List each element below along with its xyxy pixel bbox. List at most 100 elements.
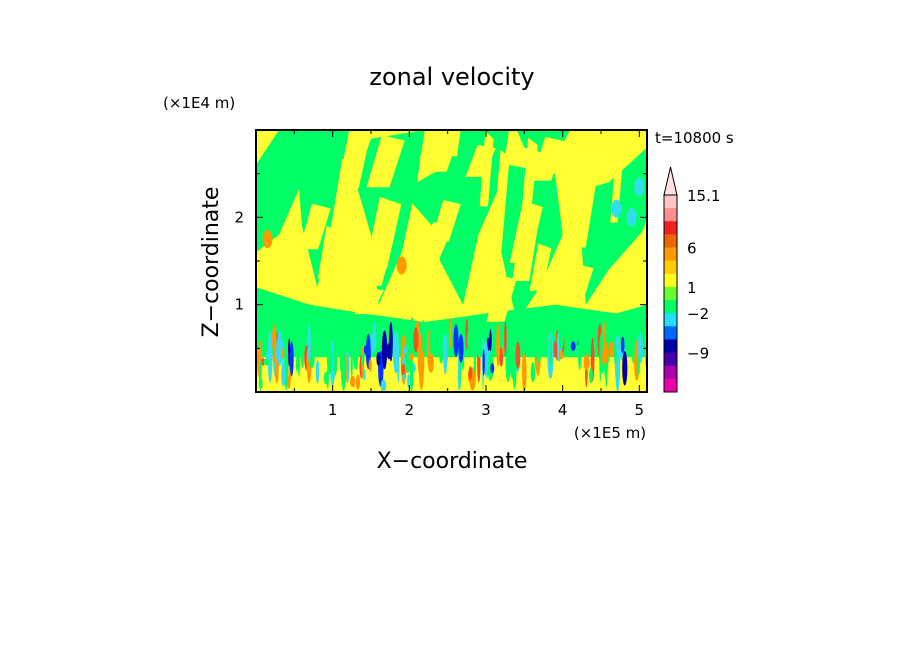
turbulence-cell bbox=[277, 330, 282, 367]
x-axis: 1 2 3 4 5 bbox=[293, 130, 645, 419]
turbulence-cell bbox=[381, 330, 388, 370]
turbulence-cell bbox=[605, 357, 608, 388]
yellow-streak bbox=[509, 200, 543, 263]
x-unit-label: (×1E5 m) bbox=[574, 424, 646, 442]
turbulence-cell bbox=[326, 367, 329, 389]
turbulence-cell bbox=[349, 375, 356, 388]
turbulence-cell bbox=[544, 325, 549, 358]
field-patch bbox=[262, 230, 273, 249]
turbulence-cell bbox=[315, 360, 320, 384]
yellow-streak bbox=[419, 130, 443, 159]
turbulence-cell bbox=[353, 337, 357, 367]
colorbar-label: −9 bbox=[687, 345, 709, 363]
turbulence-cell bbox=[419, 336, 423, 352]
turbulence-cell bbox=[530, 362, 536, 383]
turbulence-cell bbox=[515, 341, 521, 369]
turbulence-cell bbox=[333, 335, 338, 376]
yellow-streak bbox=[570, 176, 596, 248]
turbulence-cell bbox=[403, 346, 408, 355]
colorbar-segment bbox=[664, 352, 677, 367]
colorbar-segment bbox=[664, 260, 677, 275]
turbulence-cell bbox=[413, 327, 419, 353]
colorbar-frame bbox=[663, 194, 678, 393]
turbulence-cell bbox=[602, 321, 606, 349]
turbulence-cell bbox=[297, 330, 301, 376]
turbulence-cell bbox=[583, 354, 590, 371]
turbulence-cell bbox=[355, 374, 361, 390]
green-band bbox=[440, 130, 509, 305]
turbulence-cell bbox=[271, 324, 277, 363]
turbulence-cell bbox=[637, 332, 643, 364]
turbulence-cell bbox=[457, 356, 460, 391]
field-patch bbox=[611, 199, 622, 218]
turbulence-cell bbox=[499, 347, 504, 367]
turbulence-cell bbox=[489, 329, 492, 352]
turbulence-cell bbox=[407, 374, 410, 388]
turbulence-cell bbox=[426, 330, 431, 367]
turbulence-cell bbox=[570, 341, 576, 352]
field-patch bbox=[634, 177, 645, 196]
field-patch bbox=[626, 208, 637, 227]
yellow-streak bbox=[529, 243, 552, 291]
turbulence-cell bbox=[449, 318, 452, 349]
turbulence-cell bbox=[289, 341, 294, 377]
turbulence-cell bbox=[558, 316, 565, 350]
turbulence-cell bbox=[386, 343, 392, 360]
yellow-streak bbox=[446, 130, 461, 157]
turbulence-cell bbox=[549, 338, 552, 367]
turbulence-cell bbox=[522, 353, 527, 392]
colorbar-segment bbox=[664, 234, 677, 248]
colorbar-segment bbox=[664, 313, 677, 327]
colorbar-segment bbox=[664, 208, 677, 222]
yellow-streak bbox=[317, 225, 340, 279]
turbulence-cell bbox=[417, 349, 421, 373]
turbulence-cell bbox=[588, 367, 593, 384]
turbulence-cell bbox=[345, 324, 351, 354]
turbulence-cell bbox=[631, 332, 635, 365]
turbulence-cell bbox=[372, 322, 377, 352]
turbulence-cell bbox=[504, 320, 507, 357]
yellow-streak bbox=[365, 197, 402, 269]
yellow-streak bbox=[354, 287, 384, 315]
velocity-field bbox=[256, 130, 647, 392]
turbulence-cell bbox=[409, 353, 414, 361]
colorbar: 15.1 6 1 −2 −9 bbox=[663, 166, 720, 393]
turbulence-cell bbox=[599, 335, 602, 382]
x-axis-label: X−coordinate bbox=[377, 449, 528, 474]
turbulence-cell bbox=[490, 363, 495, 374]
chart-title: zonal velocity bbox=[369, 63, 534, 91]
yellow-streak bbox=[532, 136, 564, 181]
y-tick-label: 2 bbox=[234, 208, 244, 226]
turbulence-cell bbox=[363, 344, 370, 356]
yellow-streak bbox=[479, 131, 494, 207]
turbulence-cell bbox=[505, 344, 511, 383]
turbulence-cell bbox=[535, 332, 542, 363]
turbulence-cell bbox=[566, 337, 570, 353]
turbulence-cell bbox=[409, 357, 414, 392]
colorbar-segment bbox=[664, 326, 677, 340]
turbulence-cell bbox=[376, 352, 381, 366]
turbulence-cell bbox=[323, 334, 329, 355]
turbulence-cell bbox=[410, 316, 414, 352]
colorbar-segment bbox=[664, 195, 677, 209]
turbulence-cell bbox=[307, 323, 311, 363]
turbulence-cell bbox=[458, 334, 464, 363]
turbulence-cell bbox=[476, 333, 483, 358]
y-tick-label: 1 bbox=[234, 296, 244, 314]
colorbar-label: 1 bbox=[687, 279, 697, 297]
turbulence-cell bbox=[439, 337, 444, 364]
turbulence-cell bbox=[453, 324, 459, 358]
turbulence-cell bbox=[282, 347, 285, 360]
turbulence-cell bbox=[553, 340, 558, 358]
colorbar-segment bbox=[664, 247, 677, 261]
colorbar-label: −2 bbox=[687, 305, 709, 323]
turbulence-cell bbox=[559, 350, 564, 360]
x-tick-label: 5 bbox=[635, 401, 645, 419]
turbulence-cell bbox=[404, 332, 411, 374]
yellow-streak bbox=[299, 203, 331, 250]
turbulence-cell bbox=[258, 377, 263, 390]
colorbar-extend-arrow bbox=[663, 166, 678, 196]
turbulence-cell bbox=[636, 355, 640, 375]
turbulence-cell bbox=[340, 333, 347, 391]
turbulence-cell bbox=[467, 328, 471, 353]
